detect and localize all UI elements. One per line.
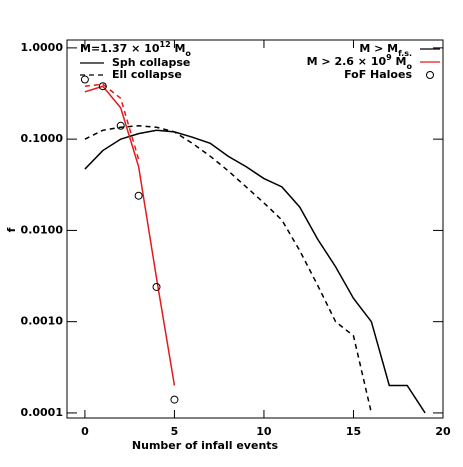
text-part: M — [171, 42, 186, 55]
y-tick-label: 0.0001 — [21, 406, 63, 419]
y-tick-label: 0.1000 — [21, 132, 64, 145]
series-line — [84, 125, 373, 414]
data-point — [134, 191, 143, 200]
x-tick-label: 10 — [256, 425, 272, 438]
text-part: M=1.37 × 10 — [80, 42, 160, 55]
subscript: o — [185, 49, 191, 58]
x-tick-label: 20 — [435, 425, 451, 438]
annotation: M > 2.6 × 109​ Mo​ — [307, 53, 413, 71]
legend-label: Ell collapse — [112, 68, 182, 81]
data-point — [152, 282, 161, 291]
data-point — [98, 82, 107, 91]
series-line — [84, 129, 426, 414]
superscript: 9 — [386, 53, 392, 62]
text-part: M — [392, 55, 407, 68]
text-part: M > M — [359, 42, 398, 55]
legend-label: FoF Haloes — [344, 68, 412, 81]
subscript: f.s. — [398, 49, 412, 58]
x-axis-label: Number of infall events — [132, 439, 279, 452]
plot-frame — [66, 39, 444, 419]
series-line — [84, 83, 140, 160]
y-tick-label: 0.0010 — [21, 315, 64, 328]
data-point — [80, 75, 89, 84]
subscript: o — [407, 62, 413, 71]
x-tick-label: 15 — [346, 425, 361, 438]
x-tick-label: 0 — [81, 425, 89, 438]
data-point — [170, 395, 179, 404]
y-axis-label: f — [5, 227, 18, 232]
data-point — [116, 121, 125, 130]
superscript: 12 — [160, 40, 171, 49]
y-tick-label: 1.0000 — [21, 41, 64, 54]
annotation: M=1.37 × 1012​ Mo​ — [80, 40, 191, 58]
x-tick-label: 5 — [171, 425, 179, 438]
text-part: M > 2.6 × 10 — [307, 55, 387, 68]
annotation: M > Mf.s.​ — [359, 42, 412, 58]
legend-swatch — [426, 71, 434, 79]
y-tick-label: 0.0100 — [21, 223, 64, 236]
legend-label: Sph collapse — [112, 56, 190, 69]
